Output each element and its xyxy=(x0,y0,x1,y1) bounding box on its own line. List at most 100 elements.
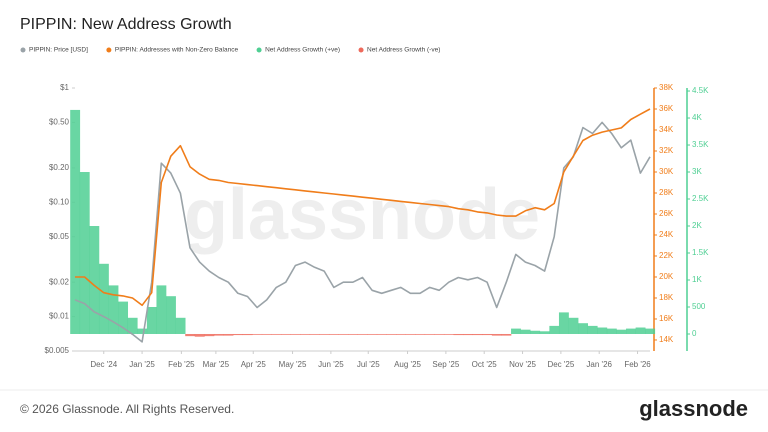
legend-label: Net Address Growth (+ve) xyxy=(265,47,340,54)
net-growth-bar xyxy=(472,333,483,336)
y-tick-label: $0.005 xyxy=(45,346,70,355)
net-growth-bar xyxy=(482,333,493,336)
y3-tick-label: 4K xyxy=(692,113,702,122)
y3-tick-label: 3K xyxy=(692,167,702,176)
x-tick-label: Aug '25 xyxy=(394,360,421,369)
net-growth-bar xyxy=(328,333,339,335)
net-growth-bar xyxy=(587,325,598,334)
net-growth-bar xyxy=(415,333,426,335)
y2-tick-label: 38K xyxy=(659,83,674,92)
legend-marker xyxy=(20,47,26,53)
net-growth-bar xyxy=(530,330,541,334)
brand-logo: glassnode xyxy=(639,396,748,421)
legend-label: PIPPIN: Price [USD] xyxy=(29,47,88,54)
y-tick-label: $0.20 xyxy=(49,163,70,172)
net-growth-bar xyxy=(511,328,521,334)
net-growth-bar xyxy=(434,333,445,335)
x-tick-label: Apr '25 xyxy=(241,360,267,369)
net-growth-bar xyxy=(194,333,205,337)
net-growth-bar xyxy=(578,323,589,334)
net-growth-bar xyxy=(108,285,119,334)
net-growth-bar xyxy=(396,333,406,335)
net-growth-bar xyxy=(233,333,244,336)
net-growth-bar xyxy=(520,329,531,334)
net-growth-bar xyxy=(501,333,512,336)
x-tick-label: Nov '25 xyxy=(509,360,536,369)
net-growth-bar xyxy=(405,333,416,335)
x-tick-label: May '25 xyxy=(279,360,307,369)
x-tick-label: Sep '25 xyxy=(432,360,459,369)
y2-tick-label: 30K xyxy=(659,167,674,176)
net-growth-bar xyxy=(261,333,272,335)
net-growth-bar xyxy=(491,333,502,336)
y-tick-label: $0.05 xyxy=(49,232,70,241)
net-growth-bar xyxy=(252,333,263,335)
x-tick-label: Jan '26 xyxy=(586,360,612,369)
net-growth-bar xyxy=(424,333,435,335)
x-tick-label: Oct '25 xyxy=(472,360,498,369)
net-growth-bar xyxy=(539,331,550,334)
y-tick-label: $0.01 xyxy=(49,312,70,321)
y3-tick-label: 500 xyxy=(692,302,706,311)
y2-tick-label: 20K xyxy=(659,272,674,281)
net-growth-bar xyxy=(223,333,234,336)
y3-tick-label: 2K xyxy=(692,221,702,230)
net-growth-bar xyxy=(549,325,560,334)
net-growth-bar xyxy=(568,317,579,334)
net-growth-bar xyxy=(357,333,368,335)
legend-label: PIPPIN: Addresses with Non-Zero Balance xyxy=(115,47,239,54)
net-growth-bar xyxy=(271,333,282,335)
net-growth-bar xyxy=(558,312,569,334)
net-growth-bar xyxy=(156,285,167,334)
net-growth-bar xyxy=(137,328,148,334)
net-growth-bar xyxy=(635,327,646,334)
y2-tick-label: 32K xyxy=(659,146,674,155)
y3-tick-label: 1K xyxy=(692,275,702,284)
net-growth-bar xyxy=(463,333,474,336)
legend-marker xyxy=(106,47,112,53)
y2-tick-label: 14K xyxy=(659,335,674,344)
net-growth-bar xyxy=(290,333,301,335)
y-tick-label: $0.10 xyxy=(49,197,70,206)
net-growth-bar xyxy=(166,296,176,334)
y3-tick-label: 1.5K xyxy=(692,248,709,257)
x-tick-label: Dec '25 xyxy=(547,360,574,369)
net-growth-bar xyxy=(70,109,81,334)
y-tick-label: $0.02 xyxy=(49,277,70,286)
series-line xyxy=(75,108,651,307)
net-growth-bar xyxy=(338,333,349,335)
net-growth-bar xyxy=(443,333,454,335)
y2-tick-label: 34K xyxy=(659,125,674,134)
net-growth-bar xyxy=(213,333,224,336)
legend-label: Net Address Growth (-ve) xyxy=(367,47,440,54)
net-growth-bar xyxy=(626,328,636,334)
y2-tick-label: 22K xyxy=(659,251,674,260)
net-growth-bar xyxy=(367,333,378,335)
y3-tick-label: 4.5K xyxy=(692,86,709,95)
x-tick-label: Dec '24 xyxy=(90,360,117,369)
net-growth-bar xyxy=(319,333,330,335)
y3-tick-label: 0 xyxy=(692,329,697,338)
chart-title: PIPPIN: New Address Growth xyxy=(20,16,232,33)
net-growth-bar xyxy=(453,333,464,336)
x-tick-label: Feb '25 xyxy=(168,360,195,369)
net-growth-bar xyxy=(127,317,138,334)
net-growth-bar xyxy=(185,333,196,337)
net-growth-bar xyxy=(300,333,311,335)
y2-tick-label: 36K xyxy=(659,104,674,113)
net-growth-bar xyxy=(89,226,100,334)
y2-tick-label: 16K xyxy=(659,314,674,323)
net-growth-bar xyxy=(309,333,320,335)
net-growth-bar xyxy=(118,301,129,334)
y3-tick-label: 3.5K xyxy=(692,140,709,149)
net-growth-bar xyxy=(146,306,157,334)
net-growth-bar xyxy=(386,333,397,335)
net-growth-bar xyxy=(175,317,186,334)
y3-tick-label: 2.5K xyxy=(692,194,709,203)
x-tick-label: Mar '25 xyxy=(203,360,230,369)
legend-marker xyxy=(256,47,262,53)
watermark: glassnode xyxy=(184,175,540,255)
y2-tick-label: 18K xyxy=(659,293,674,302)
y-tick-label: $1 xyxy=(60,83,69,92)
